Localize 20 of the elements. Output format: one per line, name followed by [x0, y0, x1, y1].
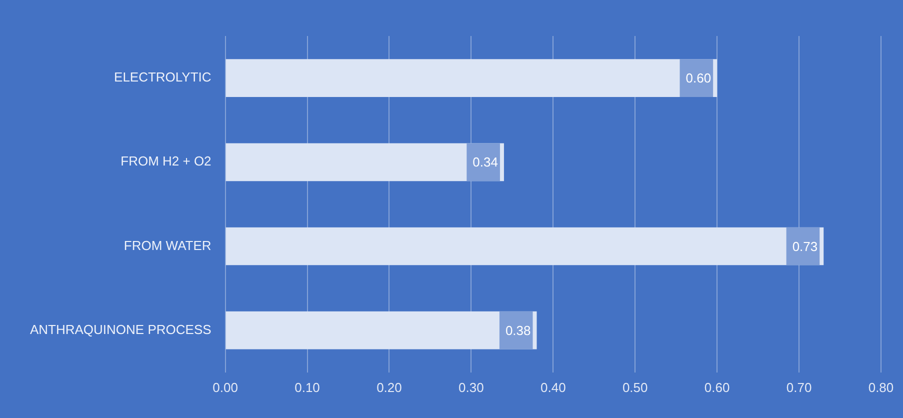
bar	[226, 227, 824, 266]
data-label: 0.73	[792, 238, 818, 254]
data-label: 0.34	[472, 154, 498, 170]
x-tick-label: 0.20	[376, 380, 402, 395]
x-tick-label: 0.70	[786, 380, 812, 395]
data-label: 0.60	[686, 70, 712, 86]
x-tick-label: 0.80	[868, 380, 894, 395]
x-tick-label: 0.00	[212, 380, 238, 395]
x-tick-label: 0.40	[540, 380, 566, 395]
bar	[226, 143, 504, 182]
x-tick-label: 0.60	[704, 380, 730, 395]
y-tick-label: FROM WATER	[124, 238, 212, 253]
bar	[226, 59, 718, 97]
y-tick-label: FROM H2 + O2	[120, 154, 212, 169]
x-tick-label: 0.50	[622, 380, 648, 395]
y-tick-label: ANTHRAQUINONE PROCESS	[30, 322, 212, 337]
x-tick-label: 0.10	[294, 380, 320, 395]
x-tick-label: 0.30	[458, 380, 484, 395]
y-tick-label: ELECTROLYTIC	[114, 70, 212, 85]
data-label: 0.38	[505, 322, 531, 338]
